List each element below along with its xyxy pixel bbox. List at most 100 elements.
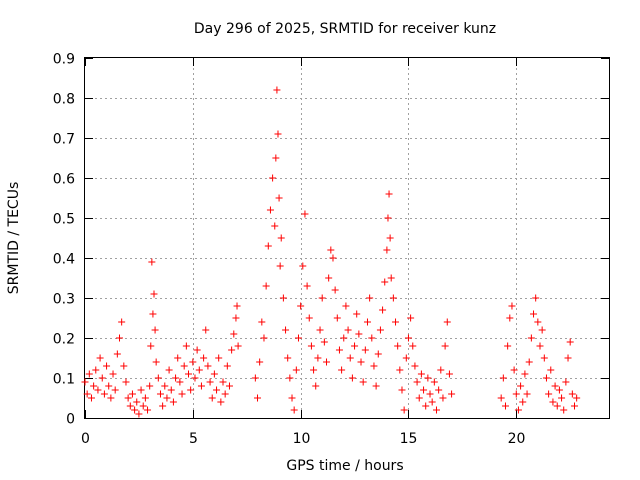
data-point bbox=[161, 382, 169, 390]
data-point bbox=[191, 374, 199, 382]
data-point bbox=[154, 374, 162, 382]
data-point bbox=[521, 370, 529, 378]
data-point bbox=[566, 338, 574, 346]
data-point bbox=[219, 378, 227, 386]
data-point bbox=[523, 390, 531, 398]
data-point bbox=[381, 278, 389, 286]
data-point bbox=[189, 358, 197, 366]
data-point bbox=[202, 326, 210, 334]
data-point bbox=[301, 210, 309, 218]
data-point bbox=[137, 386, 145, 394]
data-point bbox=[182, 342, 190, 350]
data-point bbox=[386, 234, 394, 242]
data-point bbox=[288, 394, 296, 402]
data-point bbox=[141, 394, 149, 402]
data-point bbox=[277, 234, 285, 242]
data-point bbox=[499, 374, 507, 382]
data-point bbox=[547, 366, 555, 374]
data-point bbox=[501, 402, 509, 410]
data-point bbox=[335, 346, 343, 354]
data-point bbox=[195, 366, 203, 374]
data-point bbox=[282, 326, 290, 334]
chart-title: Day 296 of 2025, SRMTID for receiver kun… bbox=[194, 21, 496, 37]
y-tick-label: 0 bbox=[66, 412, 75, 428]
data-point bbox=[169, 398, 177, 406]
data-point bbox=[232, 314, 240, 322]
data-point bbox=[107, 394, 115, 402]
data-point bbox=[530, 310, 538, 318]
data-point bbox=[527, 334, 535, 342]
data-point bbox=[394, 342, 402, 350]
data-point bbox=[361, 346, 369, 354]
data-point bbox=[411, 362, 419, 370]
data-point bbox=[234, 342, 242, 350]
data-points bbox=[81, 86, 581, 418]
data-point bbox=[430, 378, 438, 386]
data-point bbox=[536, 342, 544, 350]
data-point bbox=[163, 394, 171, 402]
data-point bbox=[366, 294, 374, 302]
y-tick-label: 0.9 bbox=[53, 52, 75, 68]
plot-frame bbox=[84, 57, 610, 419]
data-point bbox=[534, 318, 542, 326]
data-point bbox=[325, 274, 333, 282]
data-point bbox=[90, 382, 98, 390]
data-point bbox=[111, 386, 119, 394]
data-point bbox=[413, 378, 421, 386]
data-point bbox=[148, 258, 156, 266]
data-point bbox=[159, 402, 167, 410]
data-point bbox=[299, 262, 307, 270]
data-point bbox=[206, 378, 214, 386]
data-point bbox=[274, 130, 282, 138]
x-tick-label: 10 bbox=[293, 431, 311, 447]
data-point bbox=[545, 390, 553, 398]
y-tick-label: 0.3 bbox=[53, 292, 75, 308]
data-point bbox=[256, 358, 264, 366]
data-point bbox=[549, 398, 557, 406]
x-tick-label: 15 bbox=[400, 431, 418, 447]
y-tick-label: 0.5 bbox=[53, 212, 75, 228]
data-point bbox=[443, 318, 451, 326]
data-point bbox=[149, 310, 157, 318]
data-point bbox=[558, 394, 566, 402]
data-point bbox=[415, 394, 423, 402]
data-point bbox=[131, 406, 139, 414]
data-point bbox=[254, 394, 262, 402]
data-point bbox=[165, 366, 173, 374]
data-point bbox=[176, 378, 184, 386]
data-point bbox=[435, 386, 443, 394]
data-point bbox=[109, 370, 117, 378]
data-point bbox=[113, 350, 121, 358]
data-point bbox=[555, 386, 563, 394]
data-point bbox=[271, 222, 279, 230]
data-point bbox=[508, 302, 516, 310]
data-point bbox=[128, 390, 136, 398]
data-point bbox=[258, 318, 266, 326]
data-point bbox=[251, 374, 259, 382]
data-point bbox=[344, 326, 352, 334]
data-point bbox=[307, 342, 315, 350]
data-point bbox=[126, 402, 134, 410]
data-point bbox=[568, 390, 576, 398]
data-point bbox=[180, 362, 188, 370]
data-point bbox=[187, 386, 195, 394]
data-point bbox=[432, 406, 440, 414]
data-point bbox=[228, 346, 236, 354]
data-point bbox=[290, 406, 298, 414]
data-point bbox=[135, 410, 143, 418]
data-point bbox=[294, 334, 302, 342]
data-point bbox=[407, 314, 415, 322]
data-point bbox=[439, 394, 447, 402]
data-point bbox=[204, 362, 212, 370]
data-point bbox=[152, 358, 160, 366]
data-point bbox=[570, 402, 578, 410]
data-point bbox=[193, 346, 201, 354]
data-point bbox=[445, 370, 453, 378]
data-point bbox=[514, 406, 522, 414]
data-point bbox=[368, 334, 376, 342]
data-point bbox=[441, 342, 449, 350]
data-point bbox=[372, 382, 380, 390]
data-point bbox=[318, 294, 326, 302]
data-point bbox=[383, 246, 391, 254]
